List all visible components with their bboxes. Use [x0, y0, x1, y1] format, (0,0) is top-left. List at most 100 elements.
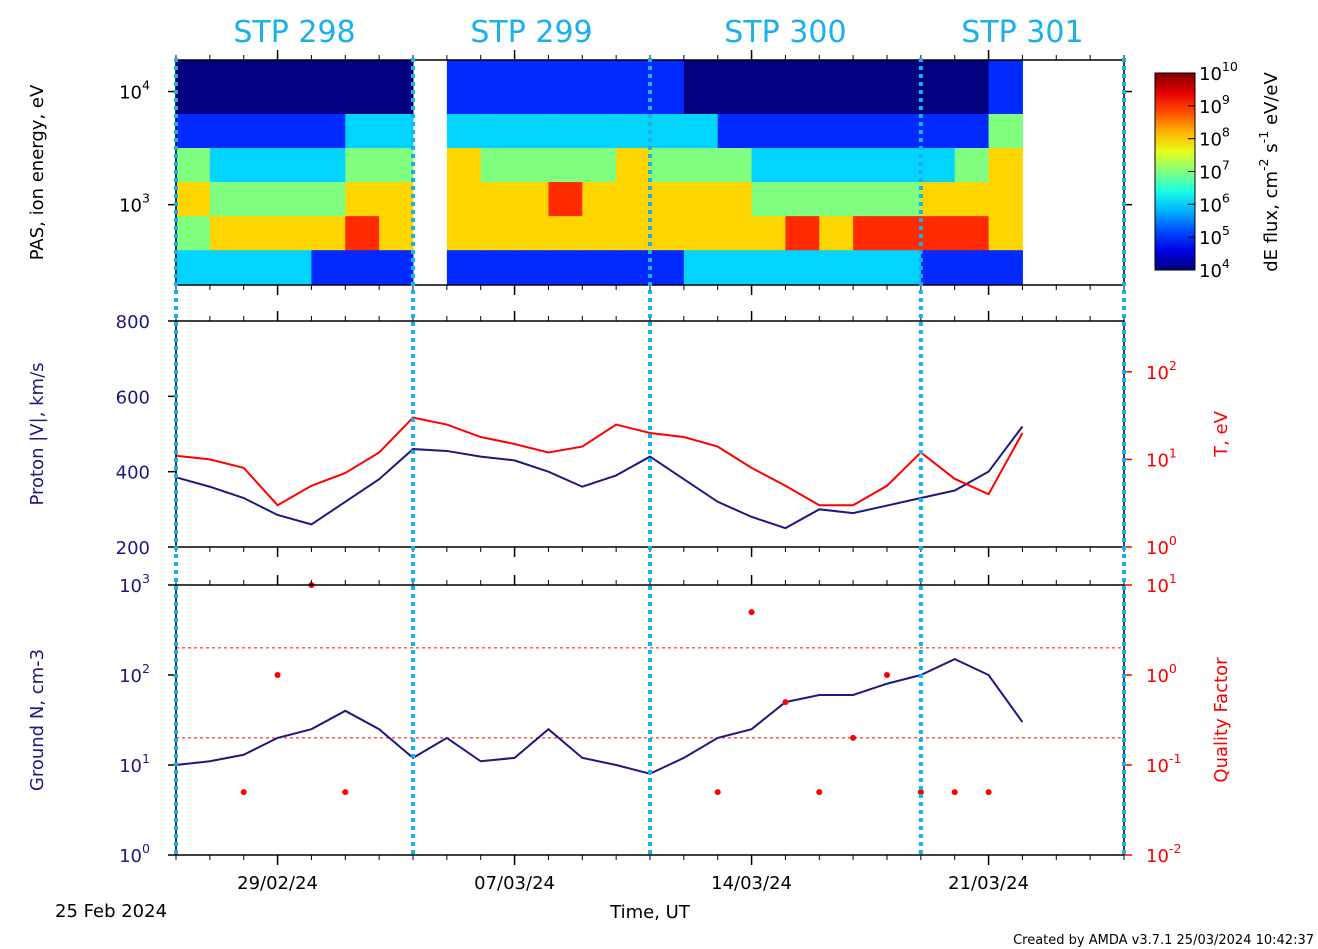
y-tick-label: 104 — [119, 78, 150, 104]
heatmap-cell — [785, 113, 820, 149]
heatmap-cell — [446, 147, 482, 183]
heatmap-cell — [650, 60, 685, 114]
heatmap-cell — [751, 113, 786, 149]
heatmap-cell — [311, 249, 346, 286]
heatmap-cell — [785, 181, 820, 217]
heatmap-cell — [548, 215, 583, 251]
heatmap-cell — [616, 215, 651, 251]
heatmap-cell — [209, 60, 245, 114]
heatmap-cell — [548, 147, 583, 183]
heatmap-cell — [954, 113, 990, 149]
data-point — [816, 789, 823, 796]
heatmap-cell — [785, 249, 820, 286]
x-tick-label: 29/02/24 — [237, 873, 318, 894]
data-point — [714, 789, 721, 796]
y2-tick-label: 100 — [1146, 533, 1177, 559]
heatmap-cell — [650, 215, 685, 251]
heatmap-cell — [582, 249, 617, 286]
heatmap-cell — [751, 249, 786, 286]
heatmap-cell — [751, 60, 786, 114]
data-point — [274, 672, 281, 678]
heatmap-cell — [514, 249, 549, 286]
y-tick-label: 800 — [116, 312, 150, 333]
heatmap-cell — [887, 147, 922, 183]
heatmap-cell — [446, 60, 482, 114]
start-label: 25 Feb 2024 — [55, 901, 167, 922]
heatmap-cell — [277, 181, 312, 217]
heatmap-cell — [819, 181, 854, 217]
heatmap-cell — [446, 181, 482, 217]
data-point — [951, 789, 958, 796]
heatmap-cell — [176, 215, 211, 251]
heatmap-cell — [480, 249, 516, 286]
data-line — [175, 425, 1024, 530]
x-tick-label: 14/03/24 — [711, 873, 792, 894]
heatmap-cell — [717, 147, 753, 183]
heatmap-cell — [920, 147, 956, 183]
y-tick-label: 101 — [119, 751, 150, 777]
heatmap-cell — [954, 181, 990, 217]
heatmap-cell — [683, 147, 719, 183]
heatmap-cell — [311, 215, 346, 251]
y-tick-label: 102 — [119, 661, 150, 687]
x-tick-label: 21/03/24 — [948, 873, 1029, 894]
y-tick-label: 600 — [116, 387, 150, 408]
heatmap-cell — [548, 60, 583, 114]
heatmap-cell — [954, 249, 990, 286]
heatmap-cell — [311, 147, 346, 183]
heatmap-cell — [176, 249, 211, 286]
data-point — [917, 789, 924, 796]
heatmap-cell — [751, 181, 786, 217]
heatmap-cell — [988, 113, 1023, 149]
heatmap-cell — [209, 249, 245, 286]
heatmap-cell — [819, 249, 854, 286]
x-axis-label: Time, UT — [609, 902, 691, 923]
heatmap-cell — [988, 249, 1023, 286]
heatmap-cell — [717, 60, 753, 114]
heatmap-cell — [853, 215, 888, 251]
heatmap-cell — [954, 60, 990, 114]
heatmap-cell — [548, 113, 583, 149]
colorbar-tick-label: 104 — [1199, 256, 1230, 282]
heatmap-cell — [243, 60, 279, 114]
heatmap-cell — [480, 181, 516, 217]
heatmap-cell — [582, 181, 617, 217]
y-tick-label: 100 — [119, 841, 150, 867]
colorbar-tick-label: 107 — [1199, 158, 1230, 184]
heatmap-cell — [446, 249, 482, 286]
heatmap-cell — [209, 181, 245, 217]
heatmap-cell — [209, 147, 245, 183]
heatmap-cell — [650, 181, 685, 217]
y-tick-label: 200 — [116, 538, 150, 559]
heatmap-cell — [480, 147, 516, 183]
data-line — [175, 658, 1024, 775]
heatmap-cell — [277, 113, 312, 149]
heatmap-cell — [920, 215, 956, 251]
heatmap-cell — [176, 113, 211, 149]
data-line — [175, 416, 1024, 507]
heatmap-cell — [345, 60, 380, 114]
heatmap-cell — [446, 113, 482, 149]
heatmap-cell — [548, 249, 583, 286]
colorbar-tick-label: 105 — [1199, 223, 1230, 249]
y2-tick-label: 101 — [1146, 571, 1177, 597]
heatmap-cell — [887, 215, 922, 251]
heatmap-cell — [819, 60, 854, 114]
colorbar-label: dE flux, cm-2 s-1 eV/eV — [1256, 72, 1282, 272]
heatmap-cell — [345, 147, 380, 183]
heatmap-cell — [717, 113, 753, 149]
panel-frame — [175, 584, 1125, 856]
heatmap-cell — [683, 181, 719, 217]
heatmap-cell — [209, 215, 245, 251]
heatmap-cell — [751, 147, 786, 183]
heatmap-cell — [582, 215, 617, 251]
heatmap-cell — [243, 249, 279, 286]
heatmap-cell — [548, 181, 583, 217]
heatmap-cell — [920, 60, 956, 114]
heatmap-cell — [379, 215, 414, 251]
heatmap-cell — [311, 60, 346, 114]
heatmap-cell — [853, 113, 888, 149]
heatmap-cell — [345, 249, 380, 286]
heatmap-cell — [751, 215, 786, 251]
